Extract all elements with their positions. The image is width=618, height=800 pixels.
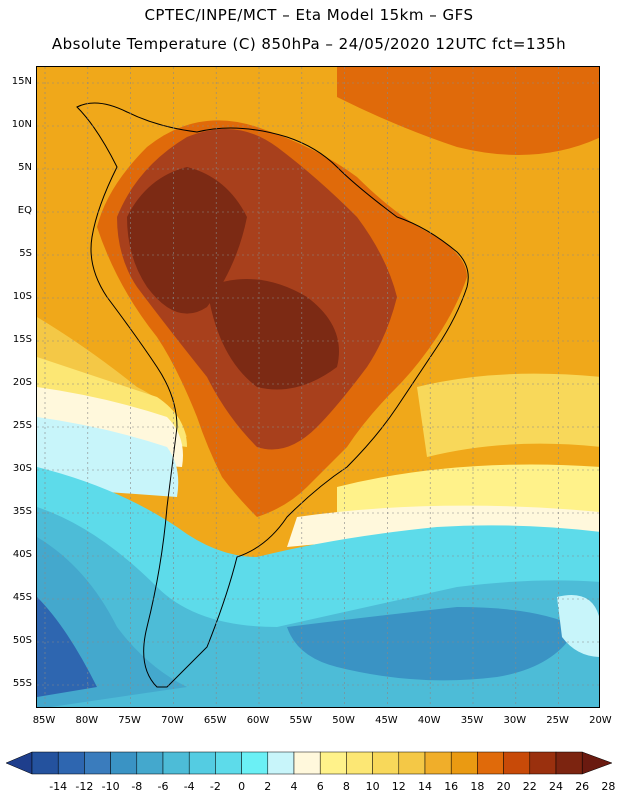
band-pacific-4 [37,417,179,497]
colorbar-tick-label: 6 [316,780,324,793]
lat-label: 20S [12,377,32,388]
colorbar-swatch [241,751,269,775]
colorbar-tick-label: 12 [391,780,406,793]
continent-core-central [207,279,339,390]
colorbar-swatch [215,751,242,775]
colorbar-swatch [398,751,426,775]
coastline [76,102,469,688]
lon-label: 75W [118,715,141,726]
lat-label: 5S [19,248,32,259]
continent-core-west [127,167,247,314]
lon-label: 80W [75,715,99,726]
colorbar-swatch [293,751,321,775]
lat-label: 55S [12,678,32,689]
colorbar-tick-label: 24 [549,780,563,793]
colorbar-tick-label: 28 [601,780,616,793]
colorbar-swatch [57,751,85,775]
gridlines [37,67,599,707]
lat-label: 25S [12,420,32,431]
cold-eddy [557,595,599,657]
colorbar-tick-label: -14 [49,780,68,793]
lat-label: 10N [11,119,32,130]
colorbar-tick-label: 14 [418,780,432,793]
colorbar-swatch [136,751,164,775]
colorbar-tick-label: 4 [290,780,298,793]
colorbar-tick-label: -4 [183,780,195,793]
lon-label: 85W [32,715,56,726]
lat-label: 15S [12,334,32,345]
colorbar-swatch [110,751,138,775]
lon-label: 25W [546,715,569,726]
colorbar-swatch [529,751,557,775]
colorbar-swatch [31,751,59,775]
lat-label: 10S [12,291,32,302]
lon-label: 35W [460,715,484,726]
coldest-west [37,597,97,697]
colorbar-tick-label: 0 [238,780,246,793]
lon-label: 55W [289,715,313,726]
colorbar-swatch [188,751,216,775]
colorbar-tick-label: -10 [101,780,120,793]
lat-label: 45S [12,592,32,603]
colorbar-tick-label: 20 [496,780,511,793]
lon-label: 60W [246,715,270,726]
lon-label: 20W [589,715,612,726]
lat-label: 5N [18,162,32,173]
colorbar-swatch [346,751,373,775]
colorbar-tick-label: 18 [470,780,485,793]
colorbar [5,751,613,775]
warm-band-north [337,67,599,155]
colorbar-swatch [450,751,478,775]
colorbar-tick-label: -6 [157,780,169,793]
colorbar-swatch [424,751,452,775]
colorbar-swatch [319,751,347,775]
lon-label: 30W [503,715,527,726]
lat-label: 40S [12,549,32,560]
lat-label: EQ [17,205,32,216]
cold-core [287,607,577,681]
colorbar-arrow-right [581,751,613,775]
colorbar-tick-label: 16 [444,780,459,793]
lat-label: 15N [11,76,32,87]
colorbar-swatch [267,751,295,775]
lon-label: 70W [161,715,184,726]
lat-label: 35S [12,506,32,517]
chart-title-line1: CPTEC/INPE/MCT – Eta Model 15km – GFS [144,6,474,24]
colorbar-tick-label: 26 [575,780,590,793]
lon-label: 40W [417,715,441,726]
colorbar-swatch [84,751,111,775]
colorbar-tick-label: -8 [131,780,143,793]
colorbar-swatch [162,751,190,775]
colorbar-tick-label: -2 [209,780,221,793]
colorbar-tick-label: -12 [75,780,94,793]
lon-label: 50W [332,715,355,726]
colorbar-swatch [503,751,531,775]
colorbar-tick-label: 10 [365,780,380,793]
temperature-field [37,67,599,707]
temperature-map [36,66,600,708]
colorbar-swatch [372,751,400,775]
lat-label: 30S [12,463,32,474]
colorbar-swatch [555,751,583,775]
colorbar-arrow-left [5,751,33,775]
colorbar-tick-label: 2 [264,780,272,793]
lat-label: 50S [12,635,32,646]
lon-label: 65W [203,715,227,726]
colorbar-tick-label: 22 [522,780,537,793]
colorbar-tick-label: 8 [342,780,350,793]
lon-label: 45W [375,715,398,726]
chart-title-line2: Absolute Temperature (C) 850hPa – 24/05/… [51,35,567,53]
band-atlantic-1 [417,373,599,457]
colorbar-swatch [477,751,504,775]
